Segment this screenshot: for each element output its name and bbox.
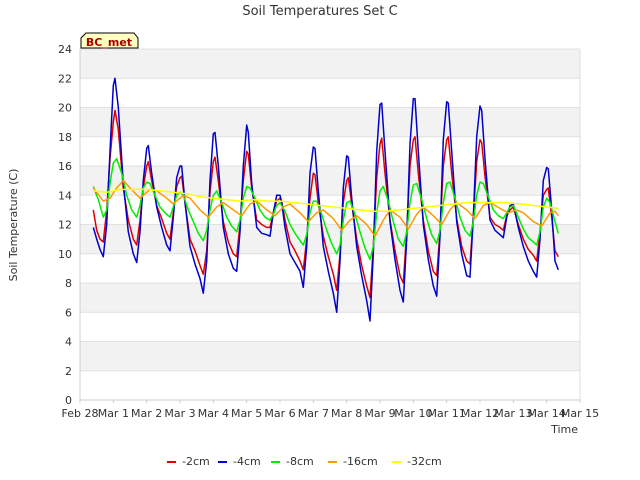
site-badge: BC_met bbox=[80, 32, 139, 49]
legend-label: -4cm bbox=[233, 455, 261, 468]
chart-title: Soil Temperatures Set C bbox=[242, 4, 397, 19]
plot-band bbox=[80, 341, 580, 371]
legend-label: -8cm bbox=[286, 455, 314, 468]
y-tick-label: 12 bbox=[58, 219, 72, 232]
legend-label: -2cm bbox=[182, 455, 210, 468]
x-tick-label: Mar 13 bbox=[494, 407, 532, 420]
y-tick-label: 8 bbox=[65, 277, 72, 290]
x-axis-label: Time bbox=[550, 423, 578, 436]
plot-band bbox=[80, 107, 580, 137]
plot-band bbox=[80, 370, 580, 400]
y-tick-label: 10 bbox=[58, 248, 72, 261]
legend-label: -16cm bbox=[343, 455, 378, 468]
x-tick-label: Feb 28 bbox=[62, 407, 99, 420]
series-line-4cm bbox=[92, 77, 560, 322]
x-tick-label: Mar 6 bbox=[264, 407, 295, 420]
y-tick-label: 4 bbox=[65, 336, 72, 349]
x-tick-label: Mar 1 bbox=[98, 407, 129, 420]
legend-label: -32cm bbox=[407, 455, 442, 468]
plot-band bbox=[80, 49, 580, 79]
x-tick-label: Mar 5 bbox=[231, 407, 262, 420]
y-tick-label: 0 bbox=[65, 394, 72, 407]
legend: -2cm -4cm -8cm -16cm -32cm bbox=[167, 455, 442, 468]
x-tick-label: Mar 12 bbox=[461, 407, 499, 420]
site-badge-box bbox=[80, 32, 139, 49]
x-tick-label: Mar 3 bbox=[164, 407, 195, 420]
x-tick-label: Mar 14 bbox=[528, 407, 566, 420]
plot-band bbox=[80, 136, 580, 166]
x-tick-label: Mar 8 bbox=[331, 407, 362, 420]
y-axis-label: Soil Temperature (C) bbox=[7, 169, 20, 282]
x-tick-label: Mar 4 bbox=[198, 407, 229, 420]
series-line-16cm bbox=[92, 179, 559, 237]
x-tick-label: Mar 9 bbox=[364, 407, 395, 420]
series-line-2cm bbox=[92, 109, 559, 299]
series-layer bbox=[92, 77, 560, 322]
x-tick-label: Mar 11 bbox=[428, 407, 466, 420]
y-tick-label: 18 bbox=[58, 131, 72, 144]
x-tick-label: Mar 2 bbox=[131, 407, 162, 420]
y-tick-label: 6 bbox=[65, 306, 72, 319]
y-tick-label: 2 bbox=[65, 365, 72, 378]
plot-band bbox=[80, 283, 580, 313]
y-tick-label: 20 bbox=[58, 102, 72, 115]
x-tick-label: Mar 15 bbox=[561, 407, 599, 420]
plot-band bbox=[80, 312, 580, 342]
y-tick-label: 22 bbox=[58, 72, 72, 85]
x-tick-label: Mar 10 bbox=[394, 407, 432, 420]
site-badge-label: BC_met bbox=[86, 36, 132, 49]
series-line-8cm bbox=[92, 157, 560, 261]
x-tick-labels: Feb 28 Mar 1 Mar 2 Mar 3 Mar 4 Mar 5 Mar 6 Mar … bbox=[62, 400, 599, 420]
y-tick-label: 14 bbox=[58, 189, 72, 202]
series-line-32cm bbox=[93, 188, 559, 213]
plot-band bbox=[80, 166, 580, 196]
y-tick-label: 16 bbox=[58, 160, 72, 173]
y-tick-label: 24 bbox=[58, 43, 72, 56]
plot-band bbox=[80, 78, 580, 108]
x-tick-label: Mar 7 bbox=[298, 407, 329, 420]
axes bbox=[79, 49, 581, 401]
